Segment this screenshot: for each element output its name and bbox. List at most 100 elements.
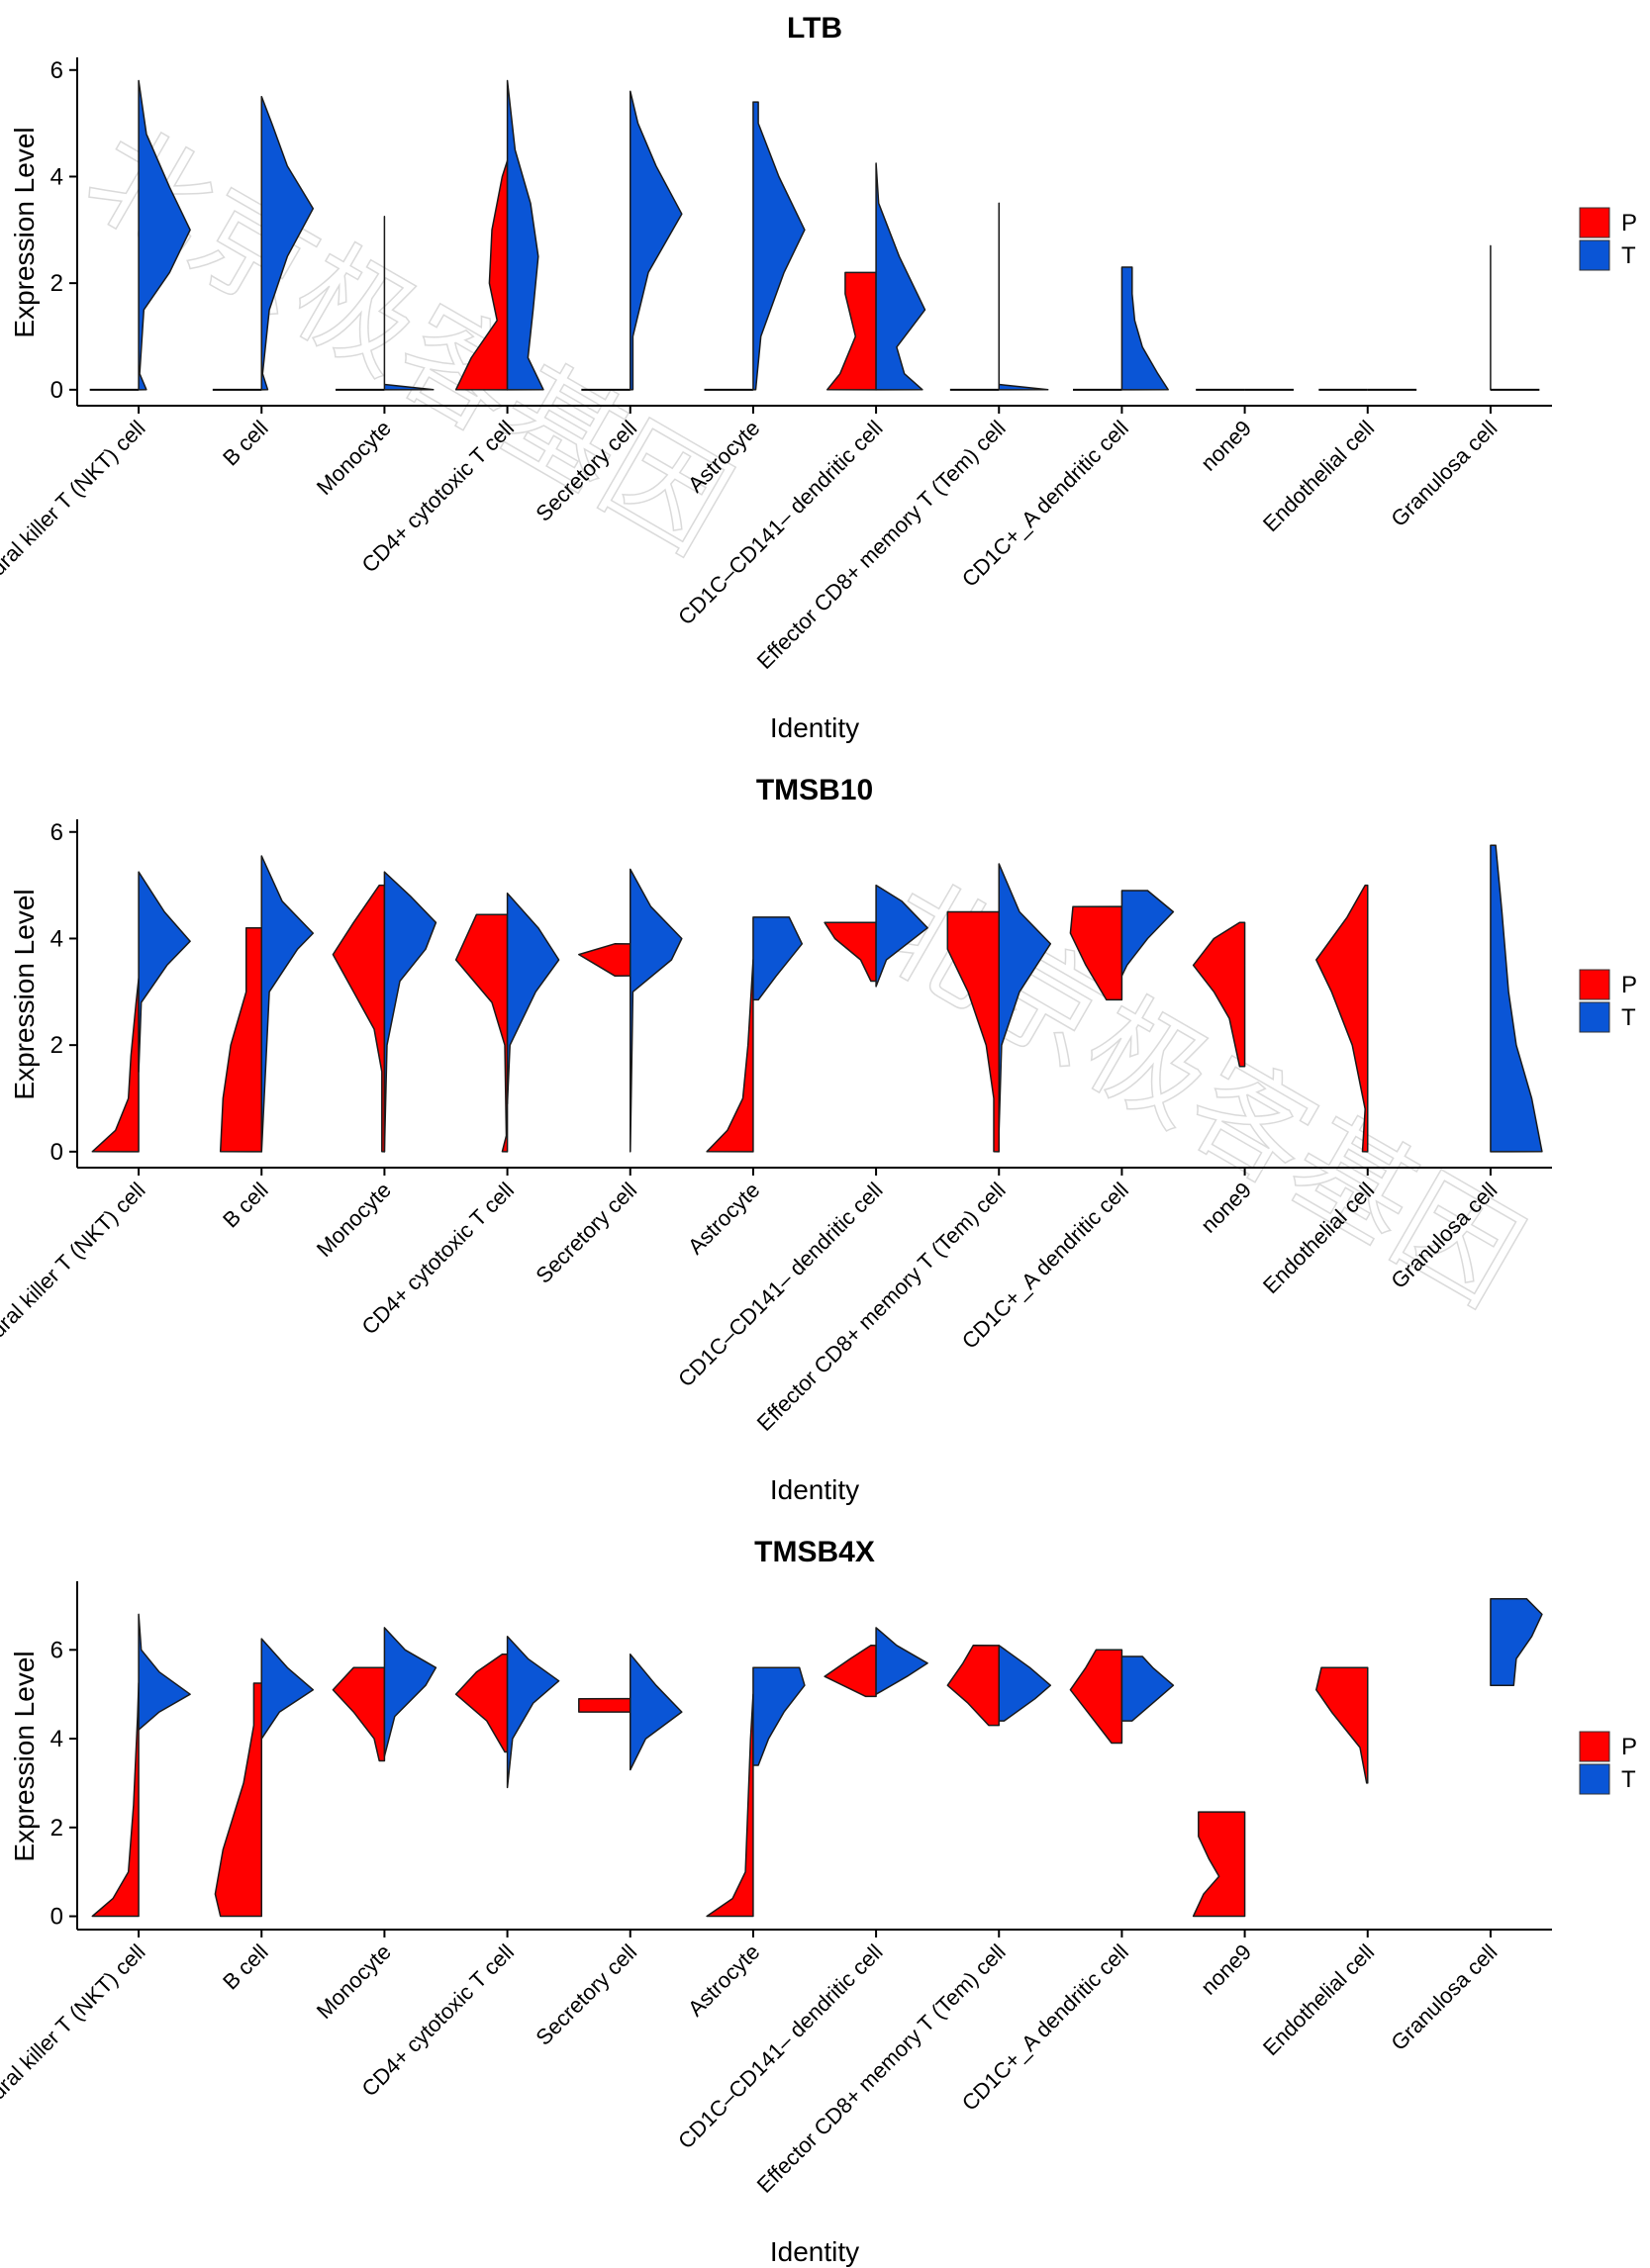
panel-ltb-violin-cd1c-cd141-dendritic-cell-p — [825, 271, 877, 391]
panel-tmsb4x-legend-label-t: T — [1621, 1766, 1636, 1793]
panel-tmsb4x-violin-astrocyte-p — [706, 1693, 754, 1918]
panel-tmsb10-violin-monocyte-t — [383, 871, 437, 1153]
panel-tmsb10-title: TMSB10 — [756, 774, 873, 806]
panel-tmsb4x-violin-endothelial-cell-p — [1315, 1666, 1369, 1784]
panel-tmsb4x-category-label-natural-killer-t-nkt-cell: Natural killer T (NKT) cell — [0, 1939, 150, 2128]
panel-tmsb4x-legend-label-p: P — [1621, 1734, 1637, 1760]
panel-tmsb10-legend-label-p: P — [1621, 972, 1637, 998]
panel-tmsb4x-x-axis-title: Identity — [770, 2236, 859, 2267]
panel-tmsb4x-violin-natural-killer-t-nkt-cell-p — [91, 1682, 140, 1918]
panel-tmsb10-y-tick-label: 4 — [50, 925, 63, 952]
panel-tmsb4x-violin-b-cell-t — [260, 1638, 315, 1740]
panel-ltb-violin-cd1c-a-dendritic-cell-t — [1120, 266, 1169, 391]
panel-tmsb10-y-tick-label: 0 — [50, 1139, 63, 1166]
panel-tmsb4x-violin-monocyte-t — [383, 1627, 437, 1757]
panel-tmsb4x-violin-cd4-cytotoxic-t-cell-t — [506, 1636, 560, 1789]
panel-tmsb10-y-axis-title: Expression Level — [9, 889, 40, 1099]
panel-tmsb4x: TMSB4X 0 2 4 6 Expression Level Natural killer… — [0, 1536, 1637, 2267]
panel-ltb-category-label-granulosa-cell: Granulosa cell — [1386, 416, 1502, 531]
panel-tmsb4x-title: TMSB4X — [754, 1536, 875, 1568]
panel-tmsb4x-violin-b-cell-p — [214, 1682, 262, 1918]
panel-tmsb10-violin-astrocyte-t — [752, 916, 804, 1001]
panel-tmsb4x-y-tick-label: 2 — [50, 1815, 63, 1842]
panel-tmsb4x-violin-cd1c-a-dendritic-cell-t — [1120, 1655, 1175, 1722]
panel-tmsb4x-violin-none9-p — [1192, 1811, 1246, 1918]
panel-tmsb10-violin-secretory-cell-p — [578, 943, 631, 977]
panel-tmsb10-violin-b-cell-t — [260, 855, 315, 1153]
panel-ltb-y-tick-label: 0 — [50, 377, 63, 404]
panel-tmsb10-category-label-effector-cd8-memory-t-tem-cell: Effector CD8+ memory T (Tem) cell — [752, 1178, 1011, 1436]
panel-tmsb4x-violin-effector-cd8-memory-t-tem-cell-t — [998, 1645, 1052, 1722]
panel-tmsb4x-category-label-cd1c-cd141-dendritic-cell: CD1C–CD141– dendritic cell — [673, 1939, 888, 2154]
panel-tmsb10-violin-monocyte-p — [332, 884, 386, 1153]
panel-tmsb4x-violin-secretory-cell-t — [630, 1654, 683, 1771]
panel-tmsb10-violin-granulosa-cell-t — [1490, 844, 1543, 1153]
panel-ltb-legend-label-t: T — [1621, 242, 1636, 269]
panel-tmsb4x-violin-astrocyte-t — [752, 1666, 806, 1766]
panel-tmsb10-violin-cd1c-a-dendritic-cell-t — [1120, 890, 1175, 977]
panel-tmsb4x-category-label-astrocyte: Astrocyte — [683, 1939, 765, 2022]
panel-tmsb4x-category-label-effector-cd8-memory-t-tem-cell: Effector CD8+ memory T (Tem) cell — [752, 1939, 1011, 2198]
panel-tmsb10-violin-cd1c-cd141-dendritic-cell-t — [875, 884, 928, 988]
panel-ltb-x-axis-title: Identity — [770, 712, 859, 743]
panel-tmsb4x-category-label-monocyte: Monocyte — [312, 1939, 396, 2024]
panel-tmsb10-violin-endothelial-cell-p — [1315, 884, 1369, 1153]
panel-tmsb10-category-label-astrocyte: Astrocyte — [683, 1178, 765, 1260]
panel-tmsb4x-violin-natural-killer-t-nkt-cell-t — [138, 1613, 191, 1731]
panel-tmsb4x-violin-effector-cd8-memory-t-tem-cell-p — [946, 1645, 1000, 1727]
panel-tmsb4x-violin-cd1c-cd141-dendritic-cell-p — [824, 1645, 877, 1698]
panel-ltb-y-tick-label: 4 — [50, 163, 63, 190]
panel-tmsb10-category-label-secretory-cell: Secretory cell — [531, 1178, 641, 1288]
panel-tmsb4x-violin-cd1c-a-dendritic-cell-p — [1069, 1649, 1123, 1745]
panel-ltb-category-label-b-cell: B cell — [218, 416, 273, 471]
panel-tmsb4x-violin-cd1c-cd141-dendritic-cell-t — [875, 1627, 928, 1695]
panel-ltb-y-axis-title: Expression Level — [9, 127, 40, 337]
panel-ltb-title: LTB — [787, 12, 842, 45]
panel-tmsb10-violin-astrocyte-p — [706, 959, 754, 1153]
panel-tmsb10-x-axis-title: Identity — [770, 1474, 859, 1505]
panel-tmsb4x-category-label-endothelial-cell: Endothelial cell — [1258, 1939, 1379, 2060]
panel-tmsb10-category-label-b-cell: B cell — [218, 1178, 273, 1233]
panel-tmsb10-category-label-monocyte: Monocyte — [312, 1178, 396, 1262]
panel-tmsb4x-y-tick-label: 0 — [50, 1904, 63, 1931]
panel-tmsb4x-violin-monocyte-p — [332, 1666, 386, 1762]
panel-tmsb10-y-tick-label: 2 — [50, 1032, 63, 1059]
panel-ltb-violin-b-cell-t — [260, 95, 315, 391]
panel-ltb-category-label-endothelial-cell: Endothelial cell — [1258, 416, 1379, 536]
panel-ltb-violin-cd4-cytotoxic-t-cell-t — [506, 79, 544, 391]
panel-tmsb10-category-label-cd1c-cd141-dendritic-cell: CD1C–CD141– dendritic cell — [673, 1178, 888, 1392]
panel-tmsb10-y-tick-label: 6 — [50, 819, 63, 846]
panel-ltb-category-label-none9: none9 — [1196, 416, 1256, 476]
panel-ltb-legend-key-t — [1579, 239, 1610, 271]
panel-tmsb10-legend-key-p — [1579, 969, 1610, 1000]
panel-tmsb10-violin-cd4-cytotoxic-t-cell-t — [506, 892, 560, 1105]
panel-ltb-y-tick-label: 2 — [50, 270, 63, 297]
panel-ltb-violin-effector-cd8-memory-t-tem-cell-t — [998, 202, 1049, 391]
panel-tmsb10-violin-none9-p — [1192, 921, 1246, 1068]
panel-tmsb4x-violin-granulosa-cell-t — [1490, 1597, 1543, 1686]
panel-tmsb4x-legend-key-p — [1579, 1731, 1610, 1762]
panel-tmsb4x-category-label-granulosa-cell: Granulosa cell — [1386, 1939, 1502, 2055]
panel-ltb-violin-astrocyte-t — [752, 101, 806, 391]
panel-tmsb10-violin-natural-killer-t-nkt-cell-t — [138, 871, 191, 1073]
panel-tmsb4x-y-tick-label: 4 — [50, 1726, 63, 1752]
panel-tmsb4x-y-tick-label: 6 — [50, 1637, 63, 1663]
panel-tmsb10-legend-label-t: T — [1621, 1004, 1636, 1031]
panel-tmsb10-violin-natural-killer-t-nkt-cell-p — [91, 978, 140, 1153]
panel-ltb-y-tick-label: 6 — [50, 57, 63, 84]
panel-tmsb4x-category-label-b-cell: B cell — [218, 1939, 273, 1995]
panel-ltb-category-label-monocyte: Monocyte — [312, 416, 396, 500]
panel-ltb-violin-cd1c-cd141-dendritic-cell-t — [875, 162, 926, 391]
panel-ltb-category-label-natural-killer-t-nkt-cell: Natural killer T (NKT) cell — [0, 416, 150, 605]
panel-ltb-legend-label-p: P — [1621, 210, 1637, 236]
panel-tmsb4x-category-label-none9: none9 — [1196, 1939, 1256, 2000]
panel-ltb-violin-monocyte-t — [383, 216, 435, 391]
panel-tmsb10-legend-key-t — [1579, 1001, 1610, 1033]
panel-tmsb10-category-label-natural-killer-t-nkt-cell: Natural killer T (NKT) cell — [0, 1178, 150, 1367]
panel-ltb-category-label-effector-cd8-memory-t-tem-cell: Effector CD8+ memory T (Tem) cell — [752, 416, 1011, 674]
panel-ltb-legend-key-p — [1579, 207, 1610, 238]
panel-ltb: LTB 0 2 4 6 Expression Level Natural killer T … — [0, 12, 1637, 743]
panel-tmsb4x-category-label-secretory-cell: Secretory cell — [531, 1939, 641, 2050]
panel-ltb-violin-natural-killer-t-nkt-cell-t — [138, 79, 191, 391]
